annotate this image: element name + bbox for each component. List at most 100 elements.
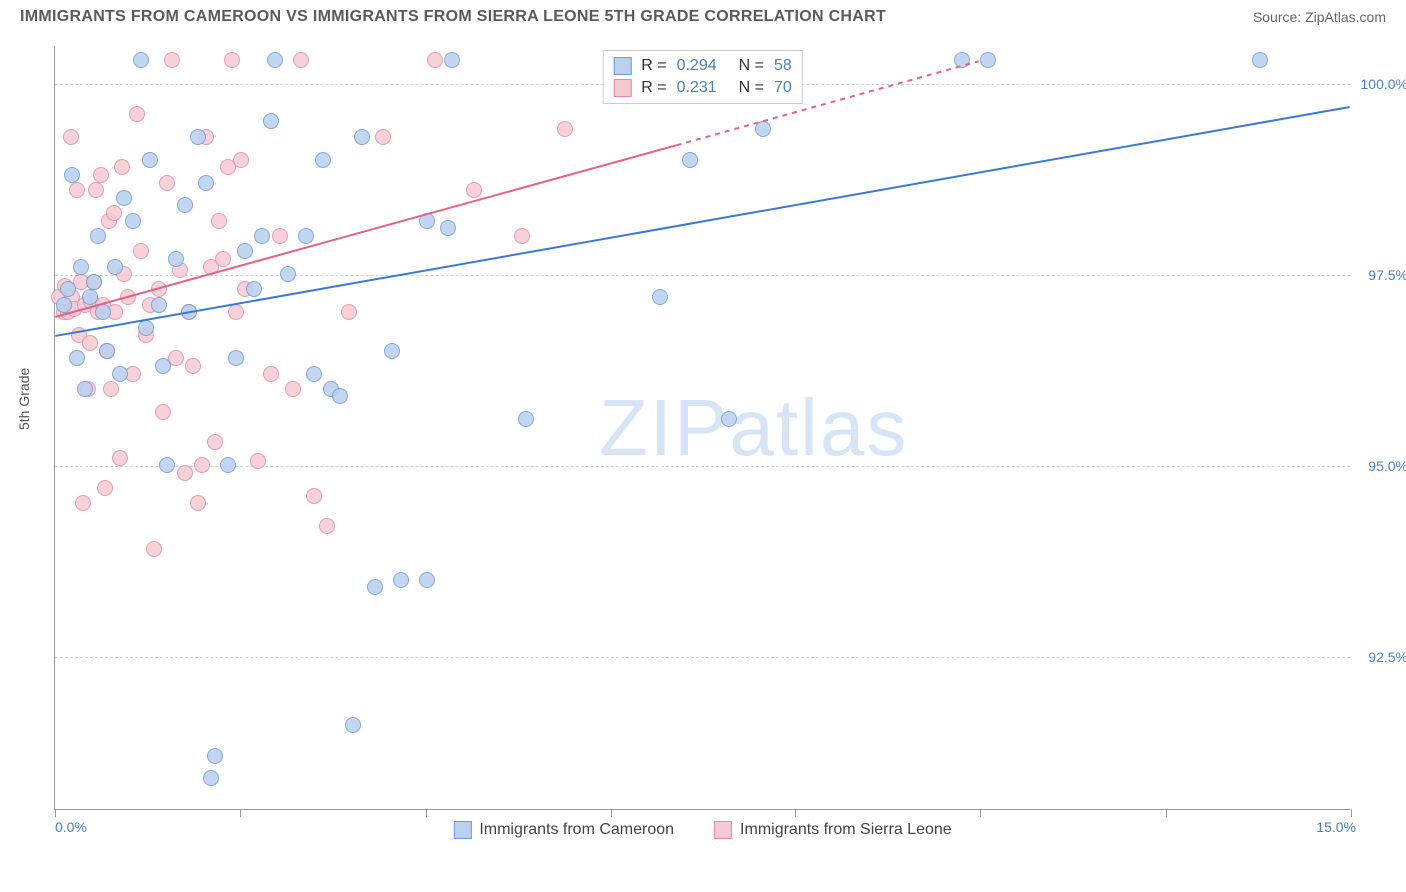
data-point: [146, 541, 162, 557]
data-point: [69, 182, 85, 198]
data-point: [82, 335, 98, 351]
series-name-sierra-leone: Immigrants from Sierra Leone: [740, 821, 952, 839]
data-point: [514, 228, 530, 244]
data-point: [56, 297, 72, 313]
x-axis-max-label: 15.0%: [1316, 819, 1356, 835]
data-point: [77, 381, 93, 397]
y-tick-label: 95.0%: [1368, 458, 1406, 474]
data-point: [185, 358, 201, 374]
y-tick-label: 97.5%: [1368, 267, 1406, 283]
data-point: [354, 129, 370, 145]
data-point: [419, 213, 435, 229]
data-point: [64, 167, 80, 183]
data-point: [164, 52, 180, 68]
data-point: [444, 52, 460, 68]
data-point: [116, 190, 132, 206]
chart-header: IMMIGRANTS FROM CAMEROON VS IMMIGRANTS F…: [0, 0, 1406, 30]
data-point: [211, 213, 227, 229]
data-point: [86, 274, 102, 290]
data-point: [285, 381, 301, 397]
data-point: [755, 121, 771, 137]
data-point: [60, 281, 76, 297]
data-point: [246, 281, 262, 297]
data-point: [97, 480, 113, 496]
data-point: [557, 121, 573, 137]
data-point: [306, 366, 322, 382]
data-point: [393, 572, 409, 588]
data-point: [190, 129, 206, 145]
data-point: [177, 465, 193, 481]
chart-title: IMMIGRANTS FROM CAMEROON VS IMMIGRANTS F…: [20, 8, 886, 26]
source-attribution: Source: ZipAtlas.com: [1253, 9, 1386, 25]
data-point: [367, 579, 383, 595]
data-point: [341, 304, 357, 320]
data-point: [298, 228, 314, 244]
data-point: [190, 495, 206, 511]
data-point: [95, 304, 111, 320]
scatter-points-layer: [55, 46, 1350, 809]
data-point: [293, 52, 309, 68]
y-tick-label: 92.5%: [1368, 649, 1406, 665]
series-legend: Immigrants from Cameroon Immigrants from…: [453, 821, 951, 839]
data-point: [194, 457, 210, 473]
data-point: [306, 488, 322, 504]
legend-row-cameroon: R = 0.294 N = 58: [613, 55, 792, 77]
source-name: ZipAtlas.com: [1305, 9, 1386, 25]
swatch-sierra-leone: [613, 79, 631, 97]
data-point: [427, 52, 443, 68]
legend-row-sierra-leone: R = 0.231 N = 70: [613, 77, 792, 99]
data-point: [332, 388, 348, 404]
data-point: [120, 289, 136, 305]
data-point: [228, 304, 244, 320]
data-point: [88, 182, 104, 198]
data-point: [159, 457, 175, 473]
data-point: [954, 52, 970, 68]
data-point: [90, 228, 106, 244]
data-point: [93, 167, 109, 183]
swatch-cameroon: [613, 57, 631, 75]
data-point: [133, 52, 149, 68]
data-point: [466, 182, 482, 198]
data-point: [345, 717, 361, 733]
data-point: [198, 175, 214, 191]
data-point: [263, 366, 279, 382]
data-point: [263, 113, 279, 129]
n-value-sierra-leone: 70: [774, 79, 792, 97]
data-point: [254, 228, 270, 244]
data-point: [112, 366, 128, 382]
source-label: Source:: [1253, 9, 1305, 25]
data-point: [107, 259, 123, 275]
legend-item-sierra-leone: Immigrants from Sierra Leone: [714, 821, 952, 839]
data-point: [682, 152, 698, 168]
legend-item-cameroon: Immigrants from Cameroon: [453, 821, 674, 839]
data-point: [99, 343, 115, 359]
data-point: [280, 266, 296, 282]
data-point: [181, 304, 197, 320]
data-point: [82, 289, 98, 305]
data-point: [106, 205, 122, 221]
data-point: [272, 228, 288, 244]
data-point: [207, 748, 223, 764]
x-axis-min-label: 0.0%: [55, 819, 87, 835]
data-point: [125, 213, 141, 229]
series-name-cameroon: Immigrants from Cameroon: [479, 821, 674, 839]
swatch-icon: [714, 821, 732, 839]
data-point: [63, 129, 79, 145]
data-point: [133, 243, 149, 259]
data-point: [228, 350, 244, 366]
data-point: [168, 251, 184, 267]
data-point: [112, 450, 128, 466]
scatter-chart: ZIPatlas 92.5%95.0%97.5%100.0% 0.0% 15.0…: [54, 46, 1350, 810]
data-point: [384, 343, 400, 359]
data-point: [980, 52, 996, 68]
r-value-cameroon: 0.294: [677, 57, 717, 75]
data-point: [224, 52, 240, 68]
data-point: [220, 457, 236, 473]
data-point: [159, 175, 175, 191]
data-point: [652, 289, 668, 305]
data-point: [375, 129, 391, 145]
y-tick-label: 100.0%: [1361, 76, 1406, 92]
n-value-cameroon: 58: [774, 57, 792, 75]
data-point: [142, 152, 158, 168]
data-point: [138, 320, 154, 336]
